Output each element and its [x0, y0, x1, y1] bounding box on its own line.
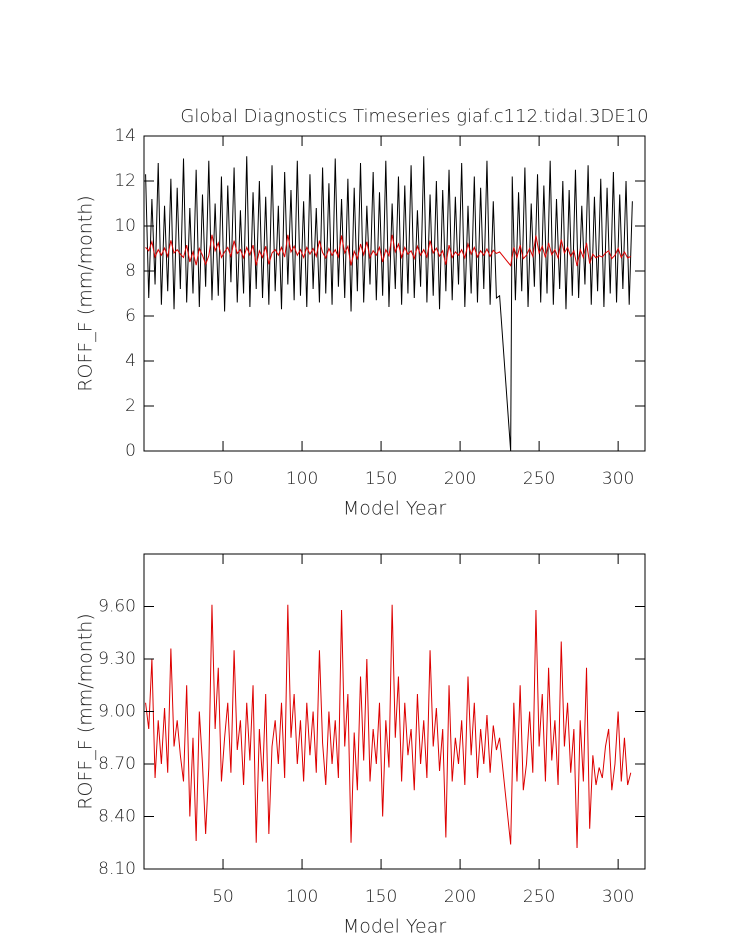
y-tick-label: 9.30 — [98, 649, 136, 669]
y-tick-label: 8.40 — [98, 807, 136, 827]
x-tick-label: 100 — [286, 469, 318, 489]
x-tick-label: 250 — [523, 469, 555, 489]
y-tick-label: 14 — [114, 126, 136, 146]
chart-title: Global Diagnostics Timeseries giaf.c112.… — [180, 106, 648, 127]
y-tick-label: 4 — [125, 351, 136, 371]
x-tick-label: 200 — [444, 469, 476, 489]
y-tick-label: 9.00 — [98, 702, 136, 722]
y-tick-label: 6 — [125, 306, 136, 326]
x-tick-label: 200 — [444, 887, 476, 907]
y-tick-label: 8.10 — [98, 859, 136, 879]
series-line — [145, 604, 632, 849]
x-tick-label: 150 — [365, 469, 397, 489]
x-tick-label: 50 — [212, 887, 234, 907]
x-tick-label: 50 — [212, 469, 234, 489]
y-tick-label: 9.60 — [98, 597, 136, 617]
plot-frame — [143, 135, 646, 452]
y-tick-label: 8.70 — [98, 754, 136, 774]
y-tick-label: 2 — [125, 396, 136, 416]
y-axis-label: ROFF_F (mm/month) — [75, 195, 97, 391]
x-tick-label: 100 — [286, 887, 318, 907]
x-tick-label: 300 — [602, 469, 634, 489]
y-tick-label: 0 — [125, 441, 136, 461]
x-tick-label: 150 — [365, 887, 397, 907]
series-line — [145, 156, 633, 452]
x-axis-label: Model Year — [343, 498, 447, 520]
y-tick-label: 10 — [114, 216, 136, 236]
x-axis-label: Model Year — [343, 916, 447, 938]
y-tick-label: 8 — [125, 261, 136, 281]
y-axis-label: ROFF_F (mm/month) — [75, 613, 97, 809]
x-tick-label: 250 — [523, 887, 555, 907]
x-tick-label: 300 — [602, 887, 634, 907]
series-line — [145, 234, 632, 267]
y-tick-label: 12 — [114, 171, 136, 191]
